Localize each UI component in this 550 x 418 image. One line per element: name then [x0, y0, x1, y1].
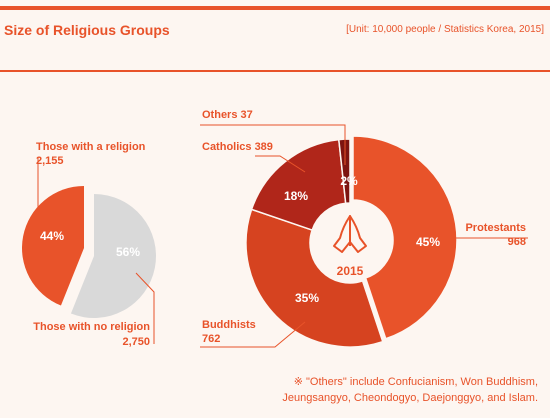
- praying-hands-icon-right: [349, 215, 367, 253]
- donut-slice-protestants: [352, 135, 458, 340]
- leader-line-buddhists: [200, 321, 306, 348]
- chart-title: Size of Religious Groups: [4, 22, 170, 38]
- label-others: Others 37: [202, 109, 253, 121]
- header-top-rule: [0, 6, 550, 10]
- label-protestants: Protestants: [465, 222, 526, 234]
- label-catholics: Catholics 389: [202, 141, 273, 153]
- donut-slice-others: [337, 138, 351, 205]
- value-label-protestants: 968: [508, 236, 526, 248]
- slice-those-with-a-religion: [22, 186, 85, 306]
- praying-hands-icon-left: [333, 215, 351, 253]
- donut-slice-catholics: [250, 138, 347, 232]
- footnote: ※ "Others" include Confucianism, Won Bud…: [282, 374, 538, 406]
- leader-line-others: [200, 124, 346, 165]
- label-buddhists: Buddhists: [202, 319, 256, 331]
- slice-those-with-no-religion: [70, 194, 157, 318]
- leader-line-catholics: [255, 155, 306, 173]
- value-label-buddhists: 762: [202, 333, 220, 345]
- unit-note: [Unit: 10,000 people / Statistics Korea,…: [346, 24, 544, 35]
- footnote-line-2: Jeungsangyo, Cheondogyo, Daejonggyo, and…: [282, 392, 538, 404]
- percent-label-protestants: 45%: [416, 235, 440, 249]
- label-those-with-a-religion: Those with a religion: [36, 141, 146, 153]
- leader-line-those-with-no-religion: [135, 272, 155, 344]
- percent-label-catholics: 18%: [284, 189, 308, 203]
- value-label-those-with-no-religion: 2,750: [122, 336, 150, 348]
- header-divider: [0, 70, 550, 72]
- donut-slice-buddhists: [245, 208, 384, 348]
- praying-hands-icon: [333, 215, 367, 253]
- donut-center-label: 2015: [337, 264, 364, 278]
- value-label-those-with-a-religion: 2,155: [36, 155, 64, 167]
- percent-label-others: 2%: [340, 174, 358, 188]
- percent-label-buddhists: 35%: [295, 291, 319, 305]
- percent-label-those-with-no-religion: 56%: [116, 245, 140, 259]
- percent-label-those-with-a-religion: 44%: [40, 229, 64, 243]
- label-those-with-no-religion: Those with no religion: [33, 321, 150, 333]
- footnote-line-1: ※ "Others" include Confucianism, Won Bud…: [293, 376, 538, 388]
